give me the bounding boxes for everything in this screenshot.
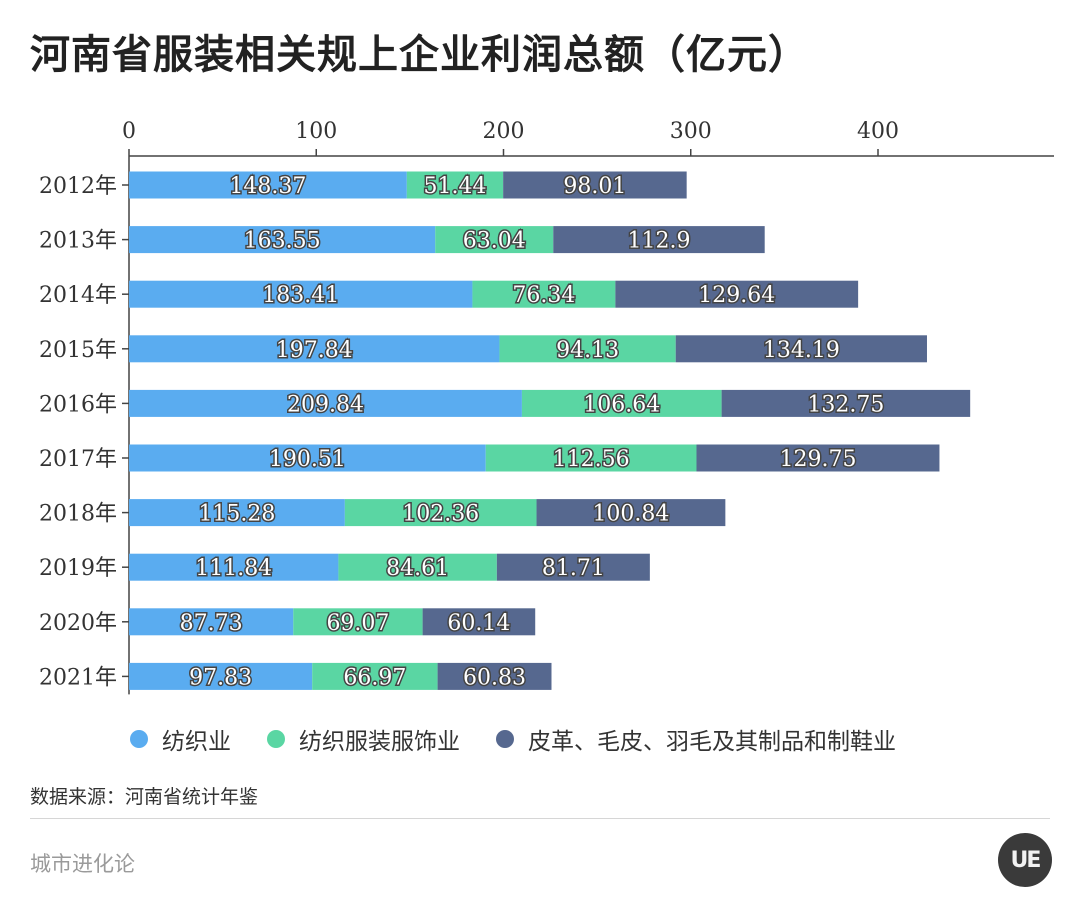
bar-label-2013年-series-0: 163.55 [244, 229, 321, 254]
legend-label-textile: 纺织业 [162, 729, 231, 755]
footer-brand: 城市进化论 [30, 852, 135, 876]
bar-2020年-series-2 [422, 608, 536, 636]
bar-2013年-series-1 [435, 226, 554, 254]
category-label-2015年: 2015年 [39, 338, 117, 363]
category-label-2017年: 2017年 [39, 447, 117, 472]
bar-2013年-series-2 [553, 226, 765, 254]
bar-label-2016年-series-2: 132.75 [807, 392, 884, 417]
bar-label-2019年-series-0: 111.84 [195, 556, 272, 581]
bar-label-2013年-series-1: 63.04 [463, 229, 526, 254]
bar-label-2014年-series-0: 183.41 [262, 283, 339, 308]
bar-label-2014年-series-2: 129.64 [698, 283, 775, 308]
bar-2021年-series-2 [437, 662, 552, 690]
bar-label-2018年-series-0: 115.28 [198, 502, 275, 527]
category-label-2018年: 2018年 [39, 502, 117, 527]
bar-2021年-series-0 [129, 662, 313, 690]
legend-swatch-leather [496, 730, 514, 748]
bar-label-2012年-series-0: 148.37 [229, 174, 306, 199]
bar-label-2019年-series-2: 81.71 [542, 556, 605, 581]
bar-2015年-series-1 [499, 335, 676, 363]
bar-label-2012年-series-1: 51.44 [423, 174, 486, 199]
bar-2021年-series-1 [312, 662, 438, 690]
bar-label-2017年-series-0: 190.51 [269, 447, 346, 472]
legend-label-leather: 皮革、毛皮、羽毛及其制品和制鞋业 [528, 729, 896, 755]
bar-2014年-series-2 [615, 280, 859, 308]
bar-2017年-series-1 [485, 444, 697, 472]
chart-legend: 纺织业 纺织服装服饰业 皮革、毛皮、羽毛及其制品和制鞋业 [130, 722, 896, 756]
bar-label-2015年-series-0: 197.84 [276, 338, 353, 363]
category-label-2016年: 2016年 [39, 392, 117, 417]
category-label-2014年: 2014年 [39, 283, 117, 308]
legend-item-apparel: 纺织服装服饰业 [267, 722, 460, 756]
brand-logo-text: UE [1010, 847, 1042, 873]
brand-logo: UE [998, 833, 1052, 887]
legend-label-apparel: 纺织服装服饰业 [299, 729, 460, 755]
bar-label-2014年-series-1: 76.34 [512, 283, 575, 308]
x-tick-label-0: 0 [122, 119, 136, 144]
bar-label-2021年-series-1: 66.97 [343, 665, 406, 690]
bar-2019年-series-1 [338, 553, 497, 581]
bar-2017年-series-2 [696, 444, 940, 472]
bar-2014年-series-1 [472, 280, 616, 308]
bar-2016年-series-2 [721, 389, 971, 417]
bar-2015年-series-0 [129, 335, 500, 363]
category-label-2019年: 2019年 [39, 556, 117, 581]
legend-item-leather: 皮革、毛皮、羽毛及其制品和制鞋业 [496, 722, 896, 756]
bar-2018年-series-2 [536, 499, 726, 527]
footer-divider [30, 818, 1050, 819]
category-label-2021年: 2021年 [39, 665, 117, 690]
chart-title: 河南省服装相关规上企业利润总额（亿元） [30, 31, 809, 78]
bar-label-2020年-series-0: 87.73 [180, 611, 243, 636]
bar-label-2013年-series-2: 112.9 [628, 229, 691, 254]
x-tick-label-200: 200 [483, 119, 525, 144]
legend-swatch-textile [130, 730, 148, 748]
bar-2015年-series-2 [675, 335, 927, 363]
bar-2012年-series-2 [503, 171, 687, 199]
x-tick-label-300: 300 [670, 119, 712, 144]
bar-label-2015年-series-1: 94.13 [556, 338, 619, 363]
bar-label-2018年-series-1: 102.36 [402, 502, 479, 527]
bar-2012年-series-1 [406, 171, 504, 199]
bar-2020年-series-1 [293, 608, 423, 636]
bar-label-2018年-series-2: 100.84 [592, 502, 669, 527]
bar-label-2020年-series-2: 60.14 [447, 611, 510, 636]
x-tick-label-100: 100 [295, 119, 337, 144]
bar-label-2016年-series-1: 106.64 [583, 392, 660, 417]
bar-2017年-series-0 [129, 444, 486, 472]
data-source-note: 数据来源：河南省统计年鉴 [30, 786, 259, 808]
bar-label-2019年-series-1: 84.61 [386, 556, 449, 581]
bar-2020年-series-0 [129, 608, 294, 636]
x-tick-label-400: 400 [857, 119, 899, 144]
bar-2018年-series-1 [344, 499, 537, 527]
category-label-2020年: 2020年 [39, 611, 117, 636]
bar-2018年-series-0 [129, 499, 345, 527]
bar-2014年-series-0 [129, 280, 473, 308]
category-label-2013年: 2013年 [39, 229, 117, 254]
legend-swatch-apparel [267, 730, 285, 748]
bar-label-2016年-series-0: 209.84 [287, 392, 364, 417]
legend-item-textile: 纺织业 [130, 722, 231, 756]
bar-label-2021年-series-0: 97.83 [189, 665, 252, 690]
bar-label-2015年-series-2: 134.19 [763, 338, 840, 363]
bar-2016年-series-0 [129, 389, 522, 417]
bar-label-2021年-series-2: 60.83 [463, 665, 526, 690]
bar-2012年-series-0 [129, 171, 407, 199]
bar-label-2020年-series-1: 69.07 [326, 611, 389, 636]
bar-label-2012年-series-2: 98.01 [563, 174, 626, 199]
bar-2019年-series-0 [129, 553, 339, 581]
bar-2016年-series-1 [521, 389, 722, 417]
bar-label-2017年-series-1: 112.56 [553, 447, 630, 472]
stacked-bar-chart: 0 100 200 300 400 2012年 148.37 51.44 98.01 2013年 1… [39, 119, 1054, 695]
category-label-2012年: 2012年 [39, 174, 117, 199]
bar-2019年-series-2 [496, 553, 650, 581]
bar-label-2017年-series-2: 129.75 [779, 447, 856, 472]
bar-2013年-series-0 [129, 226, 436, 254]
